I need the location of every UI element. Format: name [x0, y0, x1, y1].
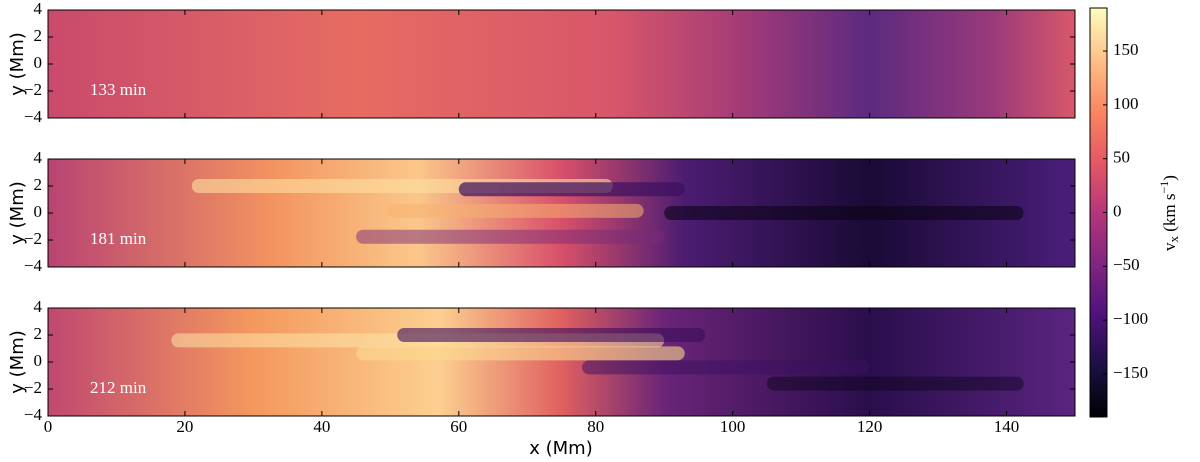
panel-label: 133 min — [90, 80, 147, 99]
x-tick-label: 20 — [176, 417, 193, 436]
y-tick-label: −2 — [24, 229, 42, 248]
colorbar-tick-label: −50 — [1113, 255, 1140, 274]
y-tick-label: 2 — [34, 175, 43, 194]
heatmap — [48, 10, 1075, 118]
heatmap-streak — [766, 376, 1024, 391]
y-tick-label: 0 — [34, 351, 43, 370]
y-tick-label: 0 — [34, 53, 43, 72]
y-tick-label: −4 — [24, 405, 43, 424]
y-tick-label: −4 — [24, 107, 43, 126]
y-axis-label: y (Mm) — [7, 181, 28, 244]
y-tick-label: 2 — [34, 324, 43, 343]
colorbar-tick-label: 100 — [1113, 94, 1139, 113]
colorbar-tick-label: 150 — [1113, 40, 1139, 59]
x-tick-label: 80 — [587, 417, 604, 436]
heatmap — [48, 308, 1075, 416]
heatmap-streak — [397, 328, 706, 342]
x-tick-label: 100 — [720, 417, 746, 436]
y-tick-label: −2 — [24, 80, 42, 99]
colorbar-tick-label: 0 — [1113, 201, 1122, 220]
y-axis-label: y (Mm) — [7, 330, 28, 393]
x-tick-label: 60 — [450, 417, 467, 436]
y-tick-label: −4 — [24, 256, 43, 275]
heatmap-streak — [458, 182, 685, 197]
y-tick-label: 4 — [34, 297, 43, 316]
x-tick-label: 0 — [44, 417, 53, 436]
y-tick-label: −2 — [24, 378, 42, 397]
y-tick-label: 2 — [34, 26, 43, 45]
heatmap-streak — [582, 360, 870, 375]
y-tick-label: 4 — [34, 0, 43, 18]
y-tick-label: 4 — [34, 148, 43, 167]
heatmap-streak — [386, 203, 644, 218]
heatmap-streak — [356, 229, 665, 244]
y-tick-label: 0 — [34, 202, 43, 221]
x-tick-label: 140 — [994, 417, 1020, 436]
y-axis-label: y (Mm) — [7, 32, 28, 95]
colorbar-label: vx (km s−1) — [1157, 175, 1181, 251]
x-axis-label: x (Mm) — [529, 438, 592, 459]
colorbar-tick-label: −150 — [1113, 363, 1148, 382]
heatmap-streak — [356, 346, 685, 361]
heatmap-streak — [664, 206, 1024, 220]
colorbar-tick-label: 50 — [1113, 148, 1130, 167]
panel-label: 181 min — [90, 229, 147, 248]
panel-label: 212 min — [90, 378, 147, 397]
x-tick-label: 40 — [313, 417, 330, 436]
colorbar-tick-label: −100 — [1113, 309, 1148, 328]
panels: 133 min y (Mm) −4 −2 0 2 4 181 min y (Mm) −4 −2 0 2 4… — [7, 0, 1076, 436]
x-tick-label: 120 — [857, 417, 883, 436]
